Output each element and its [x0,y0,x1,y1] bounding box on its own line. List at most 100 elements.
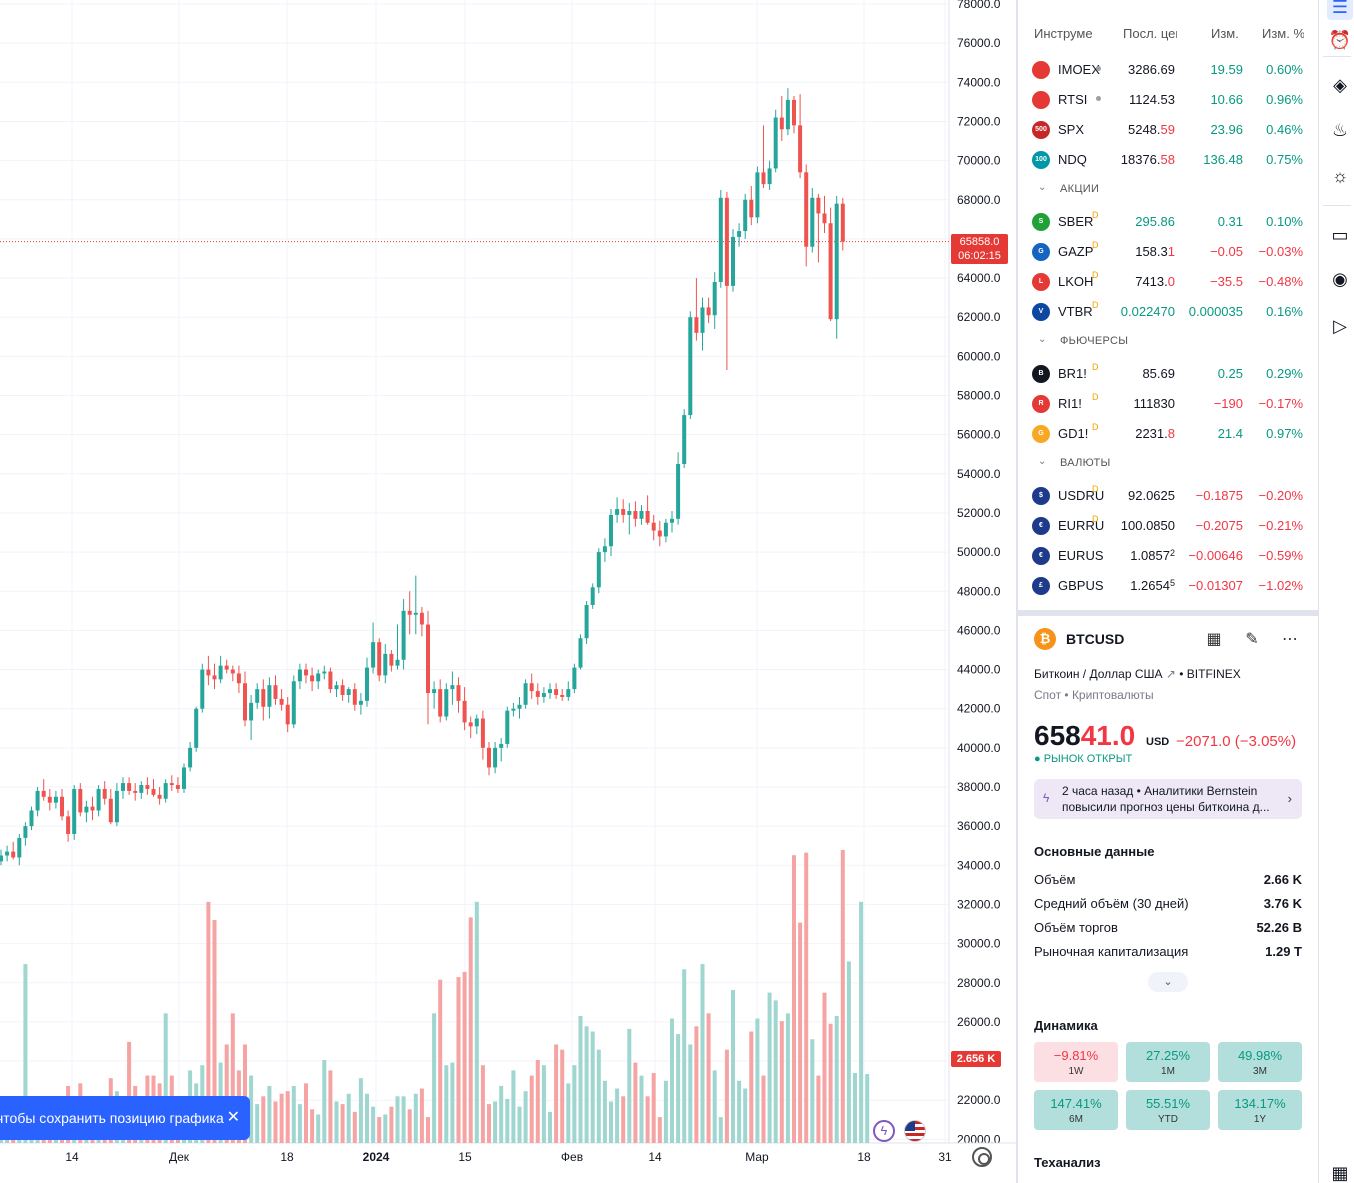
details-symbol[interactable]: BTCUSD [1066,631,1125,647]
time-axis-label: 14 [648,1150,662,1164]
key-stats-title: Основные данные [1034,844,1155,859]
price-axis-label: 76000.0 [957,36,1001,50]
key-stat-label: Объём торгов [1034,920,1118,935]
volume-bar [804,852,809,1143]
watchlist-row[interactable]: 100 NDQ 18376.58 136.48 0.75% [1018,144,1318,174]
symbol-logo-icon: $ [1032,487,1050,505]
watchlist-row[interactable]: $ USDRUBD 92.0625 −0.1875 −0.20% [1018,480,1318,510]
row-last-price: 0.022470 [1121,304,1175,319]
external-link-icon[interactable]: ↗ [1165,667,1180,681]
candle-body [724,197,729,286]
col-pct[interactable]: Изм. % [1262,26,1304,41]
price-axis-label: 20000.0 [957,1132,1001,1146]
watchlist-section[interactable]: ⌄ АКЦИИ [1018,176,1318,202]
last-price-main: 100.0850 [1120,518,1175,533]
key-stat-value: 1.29 T [1265,944,1302,959]
price-axis-label: 54000.0 [957,467,1001,481]
candle-body [468,722,473,727]
save-position-toast[interactable]: чтобы сохранить позицию графика ✕ [0,1096,250,1140]
candle-body [11,851,16,858]
us-flag-icon[interactable] [904,1120,926,1142]
row-change-percent: 0.97% [1266,426,1303,441]
chat-icon[interactable]: ▭ [1331,225,1349,245]
candle-body [84,806,89,813]
watchlist-icon[interactable]: ☰ [1327,0,1353,20]
watchlist-section[interactable]: ⌄ ВАЛЮТЫ [1018,450,1318,476]
lightbulb-icon[interactable]: ☼ [1331,166,1349,186]
panel-divider[interactable] [1016,0,1018,1183]
price-axis-label: 56000.0 [957,428,1001,442]
exchange-name[interactable]: BITFINEX [1186,667,1241,681]
edit-icon[interactable]: ✎ [1245,631,1259,648]
row-symbol: GBPUSD [1058,578,1104,593]
row-change: −0.2075 [1195,518,1243,533]
watchlist-row[interactable]: £ GBPUSD 1.26545 −0.01307 −1.02% [1018,570,1318,600]
row-change: 23.96 [1210,122,1243,137]
layers-icon[interactable]: ◈ [1333,75,1347,95]
volume-bar [413,1093,418,1143]
dynamics-tile-6m[interactable]: 147.41% 6M [1034,1090,1118,1130]
dynamics-tile-1y[interactable]: 134.17% 1Y [1218,1090,1302,1130]
idea-stream-icon[interactable]: ◉ [1332,269,1348,289]
close-icon[interactable]: ✕ [226,1109,240,1126]
watchlist-row[interactable]: S SBER D 295.86 0.31 0.10% [1018,206,1318,236]
candle-body [17,837,22,858]
candle-body [279,698,284,705]
volume-bar [517,1106,522,1143]
watchlist-row[interactable]: V VTBR D 0.022470 0.000035 0.16% [1018,296,1318,326]
dynamics-tile-3m[interactable]: 49.98% 3M [1218,1042,1302,1082]
volume-bar [493,1101,498,1143]
symbol-logo-icon: L [1032,273,1050,291]
volume-bar [255,1104,260,1143]
dynamics-tile-1w[interactable]: −9.81% 1W [1034,1042,1118,1082]
candle-body [609,514,613,547]
candle-body [182,767,186,789]
volume-bar [480,1065,485,1143]
watchlist-row[interactable]: R RI1! D 111830 −190 −0.17% [1018,388,1318,418]
watchlist-row[interactable]: L LKOH D 7413.0 −35.5 −0.48% [1018,266,1318,296]
candle-body [352,689,357,705]
section-label: АКЦИИ [1060,183,1100,195]
chevron-down-icon[interactable]: ⌄ [1148,972,1188,992]
news-card[interactable]: ϟ 2 часа назад • Аналитики Bernstein пов… [1034,779,1302,819]
col-chg[interactable]: Изм. [1211,26,1239,41]
candle-body [444,689,449,717]
volume-bar [23,964,28,1143]
dynamics-tile-1m[interactable]: 27.25% 1M [1126,1042,1210,1082]
gear-icon[interactable] [972,1147,992,1167]
volume-bar [828,1023,833,1143]
watchlist-row[interactable]: € EURRUBD 100.0850 −0.2075 −0.21% [1018,510,1318,540]
last-price-main: 18376. [1120,152,1161,167]
price-axis-label: 40000.0 [957,741,1001,755]
grid-icon[interactable]: ▦ [1206,631,1222,648]
candle-body [243,683,247,721]
watchlist-row[interactable]: € EURUSD 1.08572 −0.00646 −0.59% [1018,540,1318,570]
watchlist-section[interactable]: ⌄ ФЬЮЧЕРСЫ [1018,328,1318,354]
fire-icon[interactable]: ♨ [1331,120,1349,140]
watchlist-row[interactable]: RTSI 1124.53 10.66 0.96% [1018,84,1318,114]
watchlist-row[interactable]: IMOEX 3286.69 19.59 0.60% [1018,54,1318,84]
last-price-main: 1.2654 [1130,578,1170,593]
watchlist-row[interactable]: 500 SPX 5248.59 23.96 0.46% [1018,114,1318,144]
watchlist-row[interactable]: G GD1! D 2231.8 21.4 0.97% [1018,418,1318,448]
more-icon[interactable]: ⋯ [1282,631,1298,648]
bolt-icon[interactable]: ϟ [873,1120,895,1142]
calendar-icon[interactable]: ▦ [1331,1163,1349,1183]
dynamics-tile-ytd[interactable]: 55.51% YTD [1126,1090,1210,1130]
col-symbol[interactable]: Инструмент [1034,26,1092,41]
volume-bar [383,1114,388,1143]
col-last[interactable]: Посл. цена [1123,26,1177,41]
volume-bar [523,1091,528,1143]
chart-area[interactable]: 78000.0 76000.0 74000.0 72000.0 70000.0 68000… [0,0,1018,1183]
last-price-tail: 8 [1167,426,1175,441]
volume-bar [621,1096,626,1143]
volume-bar [645,1096,650,1143]
row-change-percent: −1.02% [1258,578,1303,593]
panel-splitter[interactable] [1018,610,1318,616]
alarm-clock-icon[interactable]: ⏰ [1328,30,1352,50]
watchlist-row[interactable]: G GAZP D 158.31 −0.05 −0.03% [1018,236,1318,266]
chart-canvas[interactable]: 78000.0 76000.0 74000.0 72000.0 70000.0 68000… [0,0,1016,1183]
play-icon[interactable]: ▷ [1333,316,1347,336]
watchlist-row[interactable]: B BR1! D 85.69 0.25 0.29% [1018,358,1318,388]
candle-body [316,673,321,682]
